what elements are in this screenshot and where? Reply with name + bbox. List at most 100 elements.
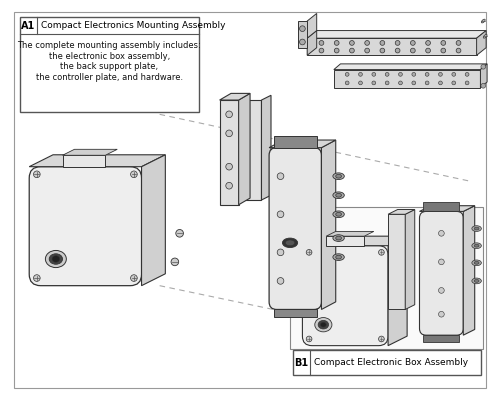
Text: The complete mounting assembly includes:: The complete mounting assembly includes: (18, 41, 201, 50)
Circle shape (438, 230, 444, 236)
Ellipse shape (49, 254, 62, 264)
Circle shape (438, 311, 444, 317)
Circle shape (306, 336, 312, 342)
Polygon shape (464, 206, 474, 335)
Circle shape (412, 81, 416, 85)
Circle shape (426, 40, 430, 45)
Circle shape (226, 182, 232, 189)
Circle shape (34, 171, 40, 178)
Circle shape (306, 250, 312, 255)
Circle shape (481, 83, 486, 88)
Polygon shape (334, 64, 487, 70)
Text: the electronic box assembly,: the electronic box assembly, (48, 52, 170, 61)
Circle shape (456, 40, 461, 45)
Ellipse shape (336, 212, 342, 216)
Circle shape (34, 275, 40, 281)
Polygon shape (334, 70, 480, 88)
Polygon shape (62, 149, 118, 155)
Circle shape (425, 81, 429, 85)
Ellipse shape (474, 280, 479, 282)
Circle shape (300, 39, 306, 45)
Polygon shape (307, 38, 476, 55)
FancyBboxPatch shape (29, 167, 142, 286)
Ellipse shape (336, 255, 342, 259)
Text: B1: B1 (294, 358, 308, 368)
Ellipse shape (474, 244, 479, 247)
Polygon shape (307, 30, 486, 38)
Polygon shape (298, 21, 307, 48)
Polygon shape (388, 236, 407, 346)
Ellipse shape (472, 260, 482, 266)
Polygon shape (302, 236, 407, 246)
Ellipse shape (336, 236, 342, 240)
Circle shape (441, 48, 446, 53)
Ellipse shape (472, 226, 482, 232)
Circle shape (176, 230, 184, 237)
Circle shape (398, 81, 402, 85)
Text: Compact Electronics Mounting Assembly: Compact Electronics Mounting Assembly (40, 21, 225, 30)
Polygon shape (322, 140, 336, 310)
Polygon shape (307, 30, 316, 55)
Ellipse shape (46, 250, 66, 268)
Text: the controller plate, and hardware.: the controller plate, and hardware. (36, 73, 182, 82)
Ellipse shape (472, 243, 482, 248)
Circle shape (441, 40, 446, 45)
Circle shape (438, 259, 444, 265)
Polygon shape (142, 155, 166, 286)
Polygon shape (274, 136, 316, 148)
Circle shape (358, 72, 362, 76)
Circle shape (277, 278, 284, 284)
Ellipse shape (474, 227, 479, 230)
Ellipse shape (286, 240, 295, 246)
Circle shape (300, 26, 306, 32)
Bar (293, 350, 482, 375)
Text: Compact Electronic Box Assembly: Compact Electronic Box Assembly (314, 358, 468, 367)
Circle shape (130, 275, 138, 281)
Polygon shape (326, 236, 364, 246)
Polygon shape (307, 14, 316, 38)
Circle shape (345, 81, 349, 85)
Circle shape (378, 250, 384, 255)
Ellipse shape (333, 235, 344, 242)
Circle shape (378, 336, 384, 342)
FancyBboxPatch shape (302, 246, 388, 346)
Polygon shape (388, 210, 414, 214)
Polygon shape (262, 95, 271, 200)
Polygon shape (420, 206, 474, 212)
Circle shape (171, 258, 178, 266)
Circle shape (226, 163, 232, 170)
Polygon shape (424, 202, 460, 212)
Circle shape (452, 72, 456, 76)
Ellipse shape (474, 261, 479, 264)
Circle shape (372, 81, 376, 85)
Circle shape (130, 171, 138, 178)
Circle shape (365, 40, 370, 45)
Ellipse shape (333, 173, 344, 180)
Circle shape (395, 40, 400, 45)
Polygon shape (405, 210, 414, 310)
Circle shape (410, 48, 415, 53)
Circle shape (319, 40, 324, 45)
Circle shape (438, 72, 442, 76)
Circle shape (319, 48, 324, 53)
Ellipse shape (320, 322, 326, 327)
Polygon shape (480, 64, 487, 88)
Circle shape (365, 48, 370, 53)
Circle shape (277, 211, 284, 218)
Ellipse shape (336, 193, 342, 197)
Polygon shape (476, 30, 486, 55)
Circle shape (412, 72, 416, 76)
Circle shape (277, 173, 284, 180)
Bar (20, 17, 199, 112)
Circle shape (345, 72, 349, 76)
Circle shape (385, 72, 389, 76)
Circle shape (465, 72, 469, 76)
Bar (290, 207, 484, 350)
Polygon shape (326, 232, 374, 236)
Polygon shape (220, 93, 250, 100)
Circle shape (350, 40, 354, 45)
Circle shape (398, 72, 402, 76)
Ellipse shape (333, 211, 344, 218)
Ellipse shape (336, 174, 342, 178)
Polygon shape (274, 310, 316, 317)
